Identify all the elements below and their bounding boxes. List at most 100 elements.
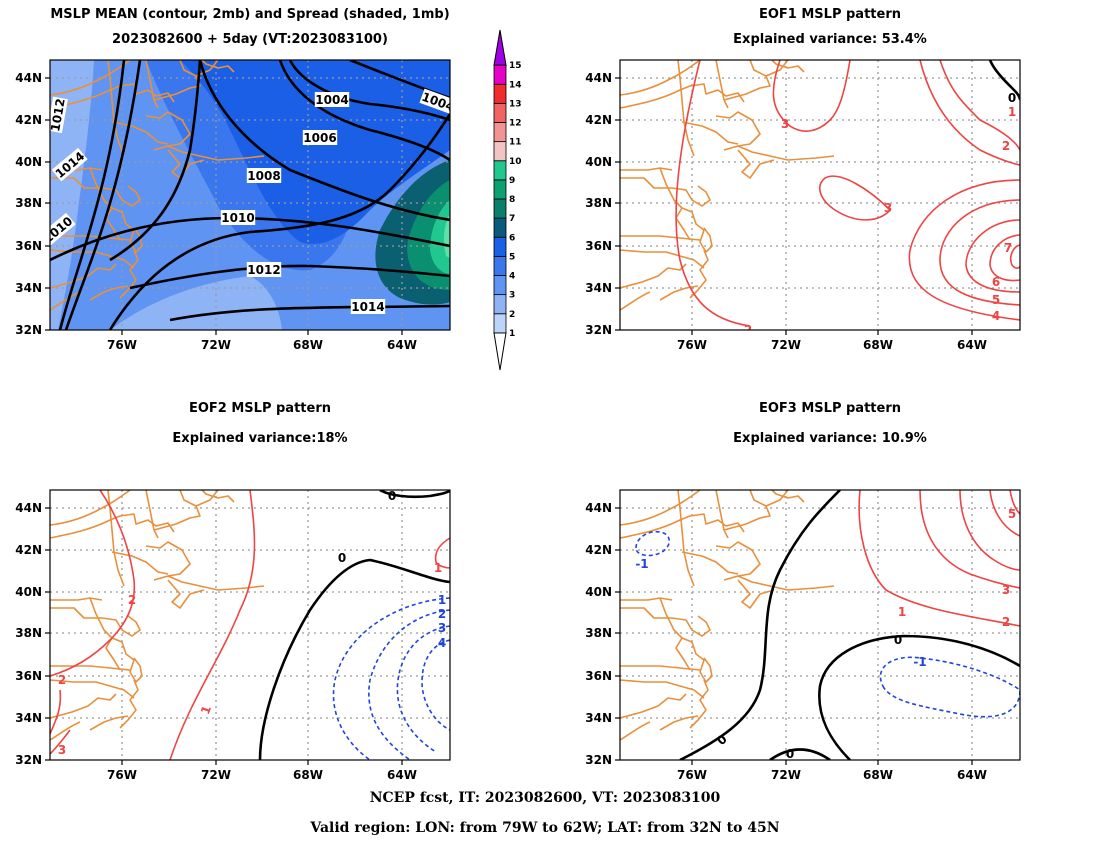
contour-line (772, 60, 851, 132)
panel-title: EOF3 MSLP pattern (759, 401, 901, 416)
contour-line (396, 625, 450, 753)
lat-tick-label: 36N (15, 669, 42, 683)
contour-label: 4 (438, 636, 446, 650)
map-area: -1 1 2 3 5 0 0 0 -1 (620, 490, 1020, 760)
svg-text:5: 5 (1008, 507, 1016, 521)
contour-line (50, 689, 62, 735)
contour-line (635, 530, 671, 557)
svg-text:4: 4 (992, 309, 1000, 323)
colorbar-label: 14 (509, 80, 522, 90)
lat-tick-label: 40N (15, 585, 42, 599)
contour-label: 3 (438, 621, 446, 635)
colorbar-swatch (493, 217, 507, 238)
colorbar-label: 15 (509, 61, 522, 71)
contour-line (988, 60, 1020, 101)
contour-label: 2 (128, 593, 136, 607)
lat-tick-label: 36N (15, 239, 42, 253)
colorbar-arrow-low (493, 332, 507, 371)
svg-text:4: 4 (438, 636, 446, 650)
lat-tick-label: 34N (15, 711, 42, 725)
contour-line (919, 490, 1020, 589)
svg-text:1006: 1006 (303, 131, 336, 145)
contour-line (919, 60, 1020, 166)
contour-label: 1 (198, 704, 214, 717)
lon-tick-label: 72W (201, 768, 231, 782)
spread-shading (110, 276, 282, 330)
colorbar-label: 8 (509, 195, 515, 205)
colorbar-arrow-high (493, 29, 507, 66)
contour-label: 1008 (246, 168, 282, 183)
lat-tick-label: 42N (585, 113, 612, 127)
colorbar-swatch (493, 141, 507, 162)
contour-line (58, 60, 126, 330)
contour-label: 2 (744, 323, 752, 330)
lon-tick-label: 64W (387, 768, 417, 782)
svg-text:1: 1 (434, 561, 442, 575)
svg-text:2: 2 (1002, 615, 1010, 629)
contour-line (421, 639, 450, 731)
lat-tick-label: 40N (585, 585, 612, 599)
lon-tick-label: 68W (293, 768, 323, 782)
axis-labels: 44N 42N 40N 38N 36N 34N 32N 76W 72W 68W 64W (585, 71, 987, 352)
colorbar-label: 1 (509, 329, 515, 339)
contour-line (879, 656, 1020, 718)
colorbar-swatch (493, 122, 507, 143)
lon-tick-label: 64W (387, 338, 417, 352)
lon-tick-label: 72W (771, 768, 801, 782)
contour-label: 0 (338, 551, 346, 565)
panel-eof3: EOF3 MSLP pattern Explained variance: 10.… (585, 401, 1021, 782)
svg-text:0: 0 (388, 489, 396, 503)
lon-tick-label: 76W (107, 768, 137, 782)
contour-line (108, 113, 450, 330)
contour-label: 1 (434, 561, 442, 575)
map-frame (49, 59, 451, 331)
svg-text:1: 1 (1008, 105, 1016, 119)
contour-label: 0 (1008, 91, 1016, 105)
panel-title: EOF2 MSLP pattern (189, 401, 331, 416)
contour-line (675, 60, 751, 327)
lat-tick-label: 36N (585, 669, 612, 683)
svg-text:-1: -1 (913, 655, 926, 669)
svg-text:3: 3 (884, 201, 892, 215)
lon-tick-label: 76W (677, 338, 707, 352)
svg-text:2: 2 (1002, 139, 1010, 153)
svg-text:1: 1 (898, 605, 906, 619)
panel-mslp-mean: MSLP MEAN (contour, 2mb) and Spread (sha… (15, 7, 451, 352)
contour-label: 5 (992, 293, 1000, 307)
contour-label: 0 (894, 633, 902, 647)
panel-subtitle: Explained variance:18% (172, 431, 347, 446)
colorbar-label: 10 (509, 157, 522, 167)
colorbar-swatch (493, 236, 507, 257)
footer-forecast-info: NCEP fcst, IT: 2023082600, VT: 202308310… (370, 790, 721, 806)
contour-line (332, 597, 450, 760)
colorbar-swatch (493, 198, 507, 219)
lat-tick-label: 32N (585, 753, 612, 767)
contour-label: 1 (898, 605, 906, 619)
contour-line (434, 537, 450, 569)
contour-line (989, 234, 1020, 282)
svg-text:2: 2 (58, 673, 66, 687)
svg-text:0: 0 (1008, 91, 1016, 105)
svg-text:3: 3 (781, 117, 789, 131)
colorbar-swatch (493, 160, 507, 181)
colorbar-swatch (493, 64, 507, 85)
contour-label: 1006 (302, 130, 338, 145)
contour-line (939, 60, 1020, 151)
contour-label: 1004 (314, 92, 350, 107)
lat-tick-label: 38N (585, 196, 612, 210)
lon-tick-label: 68W (293, 338, 323, 352)
colorbar-swatch (493, 255, 507, 276)
contour-label: 0 (388, 489, 396, 503)
colorbar-label: 9 (509, 176, 515, 186)
lat-tick-label: 44N (15, 71, 42, 85)
contour-line (278, 60, 450, 162)
colorbar-label: 6 (509, 233, 515, 243)
contour-label: 2 (1002, 615, 1010, 629)
contour-label: -1 (913, 655, 926, 669)
lat-tick-label: 32N (585, 323, 612, 337)
contour-line (908, 179, 1020, 321)
lat-tick-label: 42N (585, 543, 612, 557)
